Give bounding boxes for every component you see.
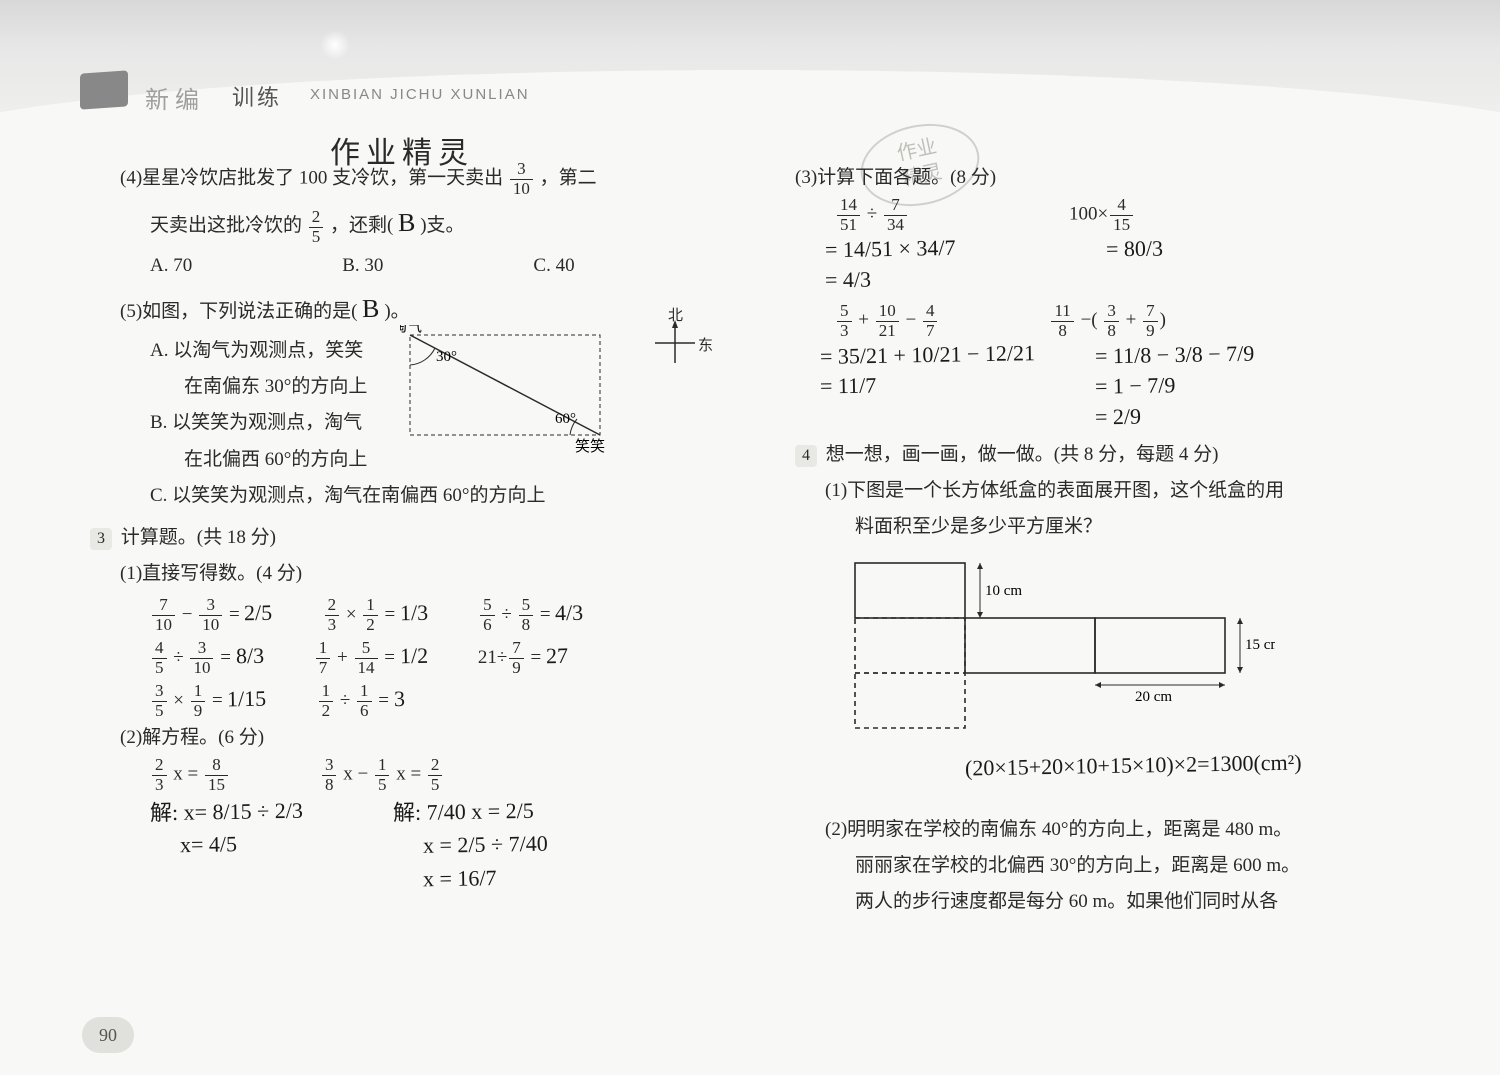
page-number: 90 bbox=[82, 1017, 134, 1053]
eq2: 38 x − 15 x = 25 bbox=[320, 756, 444, 794]
q5-opt-c: C. 以笑笑为观测点，淘气在南偏西 60°的方向上 bbox=[150, 478, 735, 514]
s4-1b: 料面积至少是多少平方厘米？ bbox=[795, 509, 1440, 545]
right-column: (3)计算下面各题。(8 分) 1451 ÷ 734 100×415 = 14/… bbox=[795, 160, 1440, 1045]
s4-1-answer: (20×15+20×10+15×10)×2=1300(cm²) bbox=[795, 742, 1302, 793]
q4-opt-a: A. 70 bbox=[150, 248, 192, 284]
rcalc-2a: 53 + 1021 − 47 bbox=[835, 302, 939, 340]
calc-row-1: 710 − 310 = 2/5 23 × 12 = 1/3 56 ÷ 58 = … bbox=[90, 592, 735, 635]
s4-1a: (1)下图是一个长方体纸盒的表面展开图，这个纸盒的用 bbox=[795, 473, 1440, 509]
rcalc-row1: 1451 ÷ 734 100×415 bbox=[795, 196, 1440, 234]
q5-answer: B bbox=[362, 284, 380, 334]
equations-row: 23 x = 815 38 x − 15 x = 25 bbox=[90, 756, 735, 794]
svg-text:15 cm: 15 cm bbox=[1245, 637, 1275, 653]
calc-3a: 35 × 19 = 1/15 bbox=[150, 678, 267, 721]
book-icon bbox=[80, 70, 128, 109]
rcalc-1a: 1451 ÷ 734 bbox=[835, 196, 909, 234]
rcalc-row2-work: = 35/21 + 10/21 − 12/21 = 11/7 = 11/8 − … bbox=[795, 340, 1440, 432]
r1a-work: = 14/51 × 34/7 = 4/3 bbox=[825, 234, 956, 296]
q4-text-b: ，第二 bbox=[540, 168, 597, 189]
q5-options-block: A. 以淘气为观测点，笑笑 在南偏东 30°的方向上 B. 以笑笑为观测点，淘气… bbox=[90, 333, 735, 513]
svg-text:60°: 60° bbox=[555, 411, 576, 427]
r1b-work: = 80/3 bbox=[1106, 234, 1163, 296]
svg-text:10 cm: 10 cm bbox=[985, 583, 1022, 599]
q4-options: A. 70 B. 30 C. 40 bbox=[90, 248, 735, 284]
r2a-work: = 35/21 + 10/21 − 12/21 = 11/7 bbox=[820, 340, 1035, 432]
eq1-work: 解: x= 8/15 ÷ 2/3 x= 4/5 bbox=[150, 795, 303, 896]
q4-text-a: (4)星星冷饮店批发了 100 支冷饮，第一天卖出 bbox=[120, 168, 503, 189]
calc-1a: 710 − 310 = 2/5 bbox=[150, 592, 273, 635]
q4-opt-c: C. 40 bbox=[533, 248, 574, 284]
equations-work: 解: x= 8/15 ÷ 2/3 x= 4/5 解: 7/40 x = 2/5 … bbox=[90, 795, 735, 896]
svg-text:30°: 30° bbox=[436, 349, 457, 365]
svg-text:淘气: 淘气 bbox=[400, 325, 422, 335]
s4-title: 想一想，画一画，做一做。(共 8 分，每题 4 分) bbox=[826, 444, 1219, 465]
brand-text-1: 新编 bbox=[145, 80, 205, 115]
brand-text-2: 训练 bbox=[232, 80, 282, 112]
calc-3b: 12 ÷ 16 = 3 bbox=[317, 678, 405, 721]
s3-2-title: (2)解方程。(6 分) bbox=[90, 720, 735, 756]
section-num-3: 3 bbox=[90, 528, 112, 550]
rcalc-2b: 118 −( 38 + 79) bbox=[1049, 302, 1165, 340]
q4-line2: 天卖出这批冷饮的 25 ，还剩( B )支。 bbox=[90, 198, 735, 247]
eq2-work: 解: 7/40 x = 2/5 x = 2/5 ÷ 7/40 x = 16/7 bbox=[393, 795, 548, 896]
eq1: 23 x = 815 bbox=[150, 756, 230, 794]
section-4: 4 想一想，画一画，做一做。(共 8 分，每题 4 分) bbox=[795, 437, 1440, 473]
calc-2c: 21÷79 = 27 bbox=[478, 635, 568, 678]
section-3: 3 计算题。(共 18 分) bbox=[90, 520, 735, 556]
svg-text:20 cm: 20 cm bbox=[1135, 689, 1172, 705]
calc-row-2: 45 ÷ 310 = 8/3 17 + 514 = 1/2 21÷79 = 27 bbox=[90, 635, 735, 678]
calc-row-3: 35 × 19 = 1/15 12 ÷ 16 = 3 bbox=[90, 678, 735, 721]
header-background bbox=[0, 0, 1500, 130]
cuboid-net-diagram: 10 cm 15 cm 20 cm bbox=[845, 553, 1440, 746]
rcalc-1b: 100×415 bbox=[1069, 196, 1135, 234]
s4-2c: 两人的步行速度都是每分 60 m。如果他们同时从各 bbox=[795, 884, 1440, 920]
question-4: (4)星星冷饮店批发了 100 支冷饮，第一天卖出 310 ，第二 bbox=[90, 160, 735, 198]
rcalc-row2: 53 + 1021 − 47 118 −( 38 + 79) bbox=[795, 302, 1440, 340]
brand-pinyin: XINBIAN JICHU XUNLIAN bbox=[310, 86, 530, 103]
s4-2b: 丽丽家在学校的北偏西 30°的方向上，距离是 600 m。 bbox=[795, 848, 1440, 884]
s3-title: 计算题。(共 18 分) bbox=[121, 527, 276, 548]
svg-text:笑笑: 笑笑 bbox=[575, 438, 605, 455]
calc-2a: 45 ÷ 310 = 8/3 bbox=[150, 635, 264, 678]
s3-1-title: (1)直接写得数。(4 分) bbox=[90, 556, 735, 592]
calc-1b: 23 × 12 = 1/3 bbox=[323, 592, 429, 635]
calc-2b: 17 + 514 = 1/2 bbox=[314, 635, 428, 678]
sparkle-decoration bbox=[320, 30, 350, 60]
page-content: (4)星星冷饮店批发了 100 支冷饮，第一天卖出 310 ，第二 天卖出这批冷… bbox=[90, 160, 1440, 1045]
s3-3-title: (3)计算下面各题。(8 分) bbox=[795, 160, 1440, 196]
left-column: (4)星星冷饮店批发了 100 支冷饮，第一天卖出 310 ，第二 天卖出这批冷… bbox=[90, 160, 735, 1045]
q4-opt-b: B. 30 bbox=[342, 248, 383, 284]
r2b-work: = 11/8 − 3/8 − 7/9 = 1 − 7/9 = 2/9 bbox=[1095, 340, 1254, 432]
rcalc-row1-work: = 14/51 × 34/7 = 4/3 = 80/3 bbox=[795, 234, 1440, 296]
s4-2a: (2)明明家在学校的南偏东 40°的方向上，距离是 480 m。 bbox=[795, 812, 1440, 848]
calc-1c: 56 ÷ 58 = 4/3 bbox=[478, 592, 583, 635]
q4-frac1: 310 bbox=[508, 160, 535, 198]
q5-diagram: 30° 60° 淘气 笑笑 bbox=[400, 325, 610, 455]
q4-frac2: 25 bbox=[307, 208, 326, 246]
section-num-4: 4 bbox=[795, 445, 817, 467]
q4-answer: B bbox=[398, 198, 416, 248]
